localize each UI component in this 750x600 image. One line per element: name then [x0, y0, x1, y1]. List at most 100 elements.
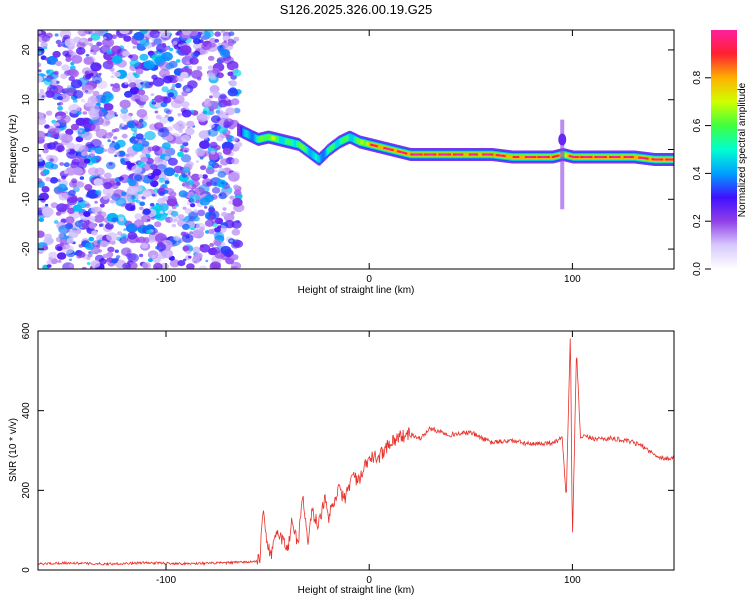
x-tick-label: 0: [366, 274, 372, 285]
colorbar-label: Normalized spectral amplitude: [737, 82, 748, 217]
noise-speck: [68, 44, 72, 47]
noise-speck: [173, 95, 185, 104]
ridge-segment: [506, 154, 509, 159]
noise-speck: [233, 189, 242, 196]
noise-speck: [154, 95, 164, 103]
noise-speck: [163, 108, 171, 114]
ridge-segment: [611, 156, 614, 158]
noise-speck: [169, 259, 180, 268]
noise-speck: [119, 158, 125, 162]
noise-speck: [180, 71, 189, 79]
ridge-segment: [379, 145, 382, 149]
ridge-segment: [537, 156, 539, 158]
noise-speck: [182, 141, 189, 147]
ridge-segment: [342, 137, 344, 144]
noise-speck: [70, 161, 79, 169]
ridge-segment: [381, 145, 383, 150]
noise-speck: [186, 263, 195, 269]
ridge-segment: [513, 156, 516, 158]
ridge-segment: [613, 156, 616, 158]
noise-speck: [161, 51, 173, 62]
x-tick-label: 100: [564, 274, 581, 285]
ridge-segment: [609, 156, 611, 158]
ridge-segment: [445, 153, 448, 156]
noise-speck: [153, 38, 162, 45]
noise-speck: [207, 65, 214, 70]
noise-speck: [95, 128, 108, 139]
noise-speck: [175, 82, 182, 89]
noise-speck: [103, 148, 108, 152]
ridge-segment: [504, 155, 506, 158]
ridge-segment: [354, 136, 356, 143]
ridge-segment: [357, 138, 360, 145]
noise-speck: [198, 265, 208, 269]
noise-speck: [159, 210, 164, 214]
noise-speck: [56, 80, 60, 84]
noise-speck: [121, 247, 132, 256]
noise-speck: [170, 210, 179, 217]
spectrogram-y-axis: 20 10 0 -10 -20: [21, 44, 674, 256]
ridge-segment: [566, 153, 569, 158]
noise-speck: [148, 81, 154, 86]
ridge-segment: [392, 149, 394, 152]
noise-speck: [140, 156, 148, 163]
noise-speck: [48, 87, 53, 91]
noise-speck: [39, 192, 49, 201]
noise-speck: [177, 120, 183, 124]
noise-speck: [231, 158, 240, 165]
ridge-segment: [410, 153, 413, 156]
ridge-segment: [598, 156, 600, 158]
noise-speck: [154, 122, 164, 130]
noise-speck: [84, 127, 90, 132]
noise-speck: [180, 134, 191, 143]
noise-speck: [217, 42, 222, 46]
noise-speck: [93, 178, 103, 186]
ridge-segment: [243, 128, 245, 137]
ridge-segment: [588, 156, 591, 158]
ridge-segment: [655, 158, 658, 161]
noise-speck: [95, 189, 102, 195]
noise-speck: [138, 206, 144, 211]
ridge-segment: [628, 156, 631, 158]
ridge-segment: [274, 136, 277, 142]
ridge-segment: [255, 134, 258, 143]
noise-speck: [158, 177, 165, 183]
noise-speck: [48, 256, 53, 261]
noise-speck: [87, 253, 93, 258]
noise-speck: [119, 30, 130, 35]
noise-speck: [49, 158, 54, 162]
noise-speck: [197, 209, 206, 217]
noise-speck: [79, 212, 84, 216]
noise-speck: [167, 92, 175, 98]
noise-speck: [63, 162, 70, 168]
noise-speck: [58, 133, 68, 141]
ridge-segment: [418, 153, 421, 156]
noise-speck: [181, 91, 189, 97]
ridge-segment: [360, 140, 363, 145]
ridge-segment: [579, 156, 582, 158]
ridge-segment: [395, 149, 398, 153]
ridge-segment: [372, 144, 375, 147]
ridge-segment: [600, 156, 603, 158]
ridge-segment: [376, 145, 378, 148]
ridge-segment: [474, 153, 477, 156]
noise-speck: [176, 59, 181, 63]
noise-speck: [63, 88, 68, 92]
noise-speck: [139, 38, 150, 47]
noise-speck: [188, 255, 192, 259]
noise-speck: [40, 41, 48, 48]
noise-speck: [112, 55, 123, 64]
noise-speck: [38, 130, 46, 141]
noise-speck: [134, 151, 138, 155]
noise-speck: [171, 205, 177, 210]
noise-speck: [191, 69, 203, 79]
ridge-segment: [310, 149, 313, 158]
ridge-segment: [635, 155, 638, 160]
noise-speck: [154, 221, 162, 228]
noise-speck: [79, 158, 86, 164]
noise-speck: [114, 82, 119, 87]
noise-speck: [73, 252, 78, 256]
noise-speck: [45, 110, 53, 116]
noise-speck: [102, 253, 109, 259]
ridge-segment: [515, 156, 517, 158]
